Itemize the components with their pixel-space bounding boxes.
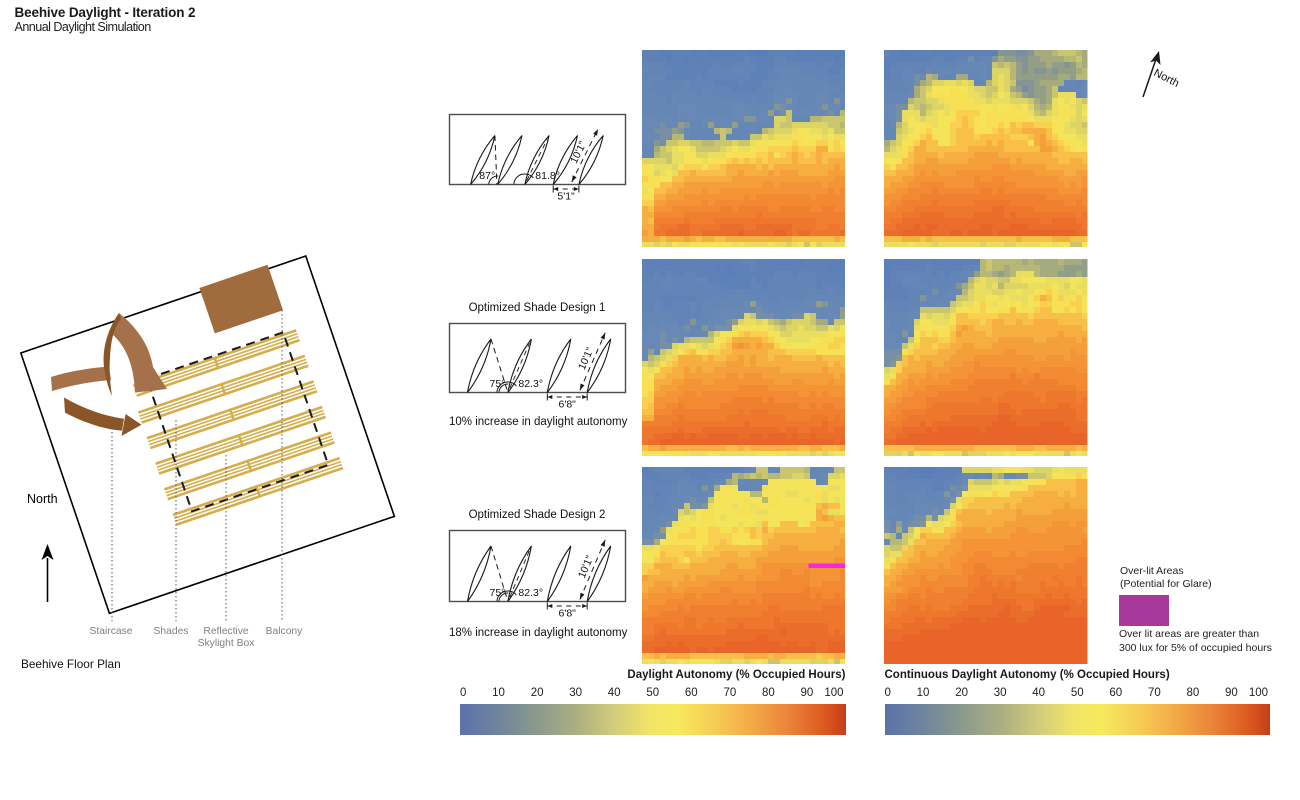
svg-text:81.8°: 81.8° — [535, 170, 560, 182]
svg-text:6'8": 6'8" — [558, 399, 576, 411]
svg-text:75°: 75° — [490, 378, 506, 390]
svg-text:87°: 87° — [479, 170, 495, 182]
svg-text:6'8": 6'8" — [558, 608, 576, 620]
svg-text:82.3°: 82.3° — [518, 587, 543, 599]
svg-text:10'1": 10'1" — [576, 554, 596, 580]
svg-text:75°: 75° — [490, 587, 506, 599]
svg-text:82.3°: 82.3° — [518, 378, 543, 390]
svg-text:North: North — [1152, 67, 1181, 90]
svg-text:5'1": 5'1" — [557, 191, 575, 203]
